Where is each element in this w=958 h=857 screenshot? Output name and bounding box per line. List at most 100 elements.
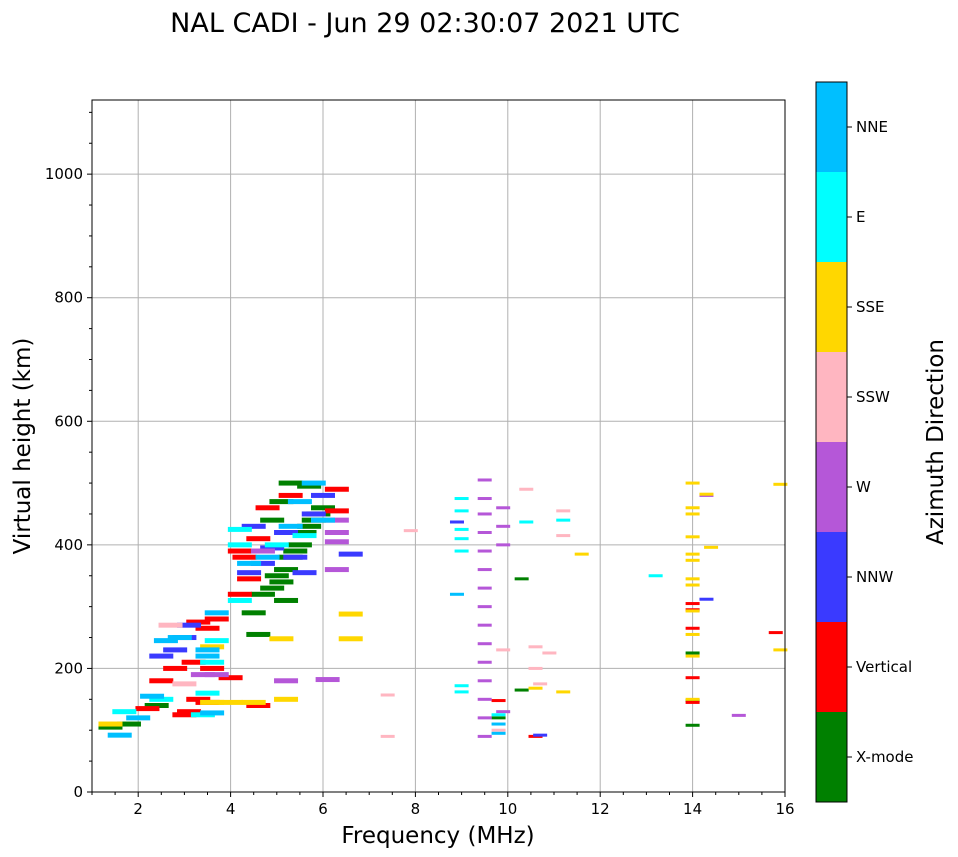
plot-frame [91,99,786,793]
colorbar-label-ssw: SSW [856,388,890,406]
grid-lines [92,100,786,793]
data-point [177,709,202,715]
data-point [301,480,326,486]
data-point [685,632,700,636]
data-point [264,542,289,548]
data-point [768,631,783,635]
data-point [338,551,363,557]
series-x-mode [98,480,700,730]
data-point [491,731,506,735]
data-point [283,548,308,554]
data-point [246,703,271,708]
data-point [227,526,252,532]
data-point [454,690,469,694]
data-marks [98,478,788,738]
data-point [274,597,299,603]
data-point [301,511,326,517]
data-point [186,619,211,625]
data-point [218,699,243,705]
data-point [200,710,225,716]
data-point [491,728,506,732]
data-point [454,549,469,553]
data-point [685,512,700,516]
data-point [477,679,492,683]
data-point [190,672,215,678]
data-point [292,530,317,535]
data-point [278,523,303,529]
data-point [528,645,543,649]
data-point [380,693,395,697]
data-point [477,549,492,553]
data-point [477,568,492,572]
colorbar-label-e: E [856,208,865,226]
data-point [324,567,349,573]
data-point [158,622,183,628]
colorbar-segment [816,352,847,442]
data-point [556,518,571,522]
data-point [241,699,266,705]
data-point [269,636,294,642]
data-point [324,530,349,535]
colorbar-segment [816,262,847,352]
data-point [773,648,788,652]
data-point [200,659,225,665]
data-point [685,723,700,727]
data-point [699,597,714,601]
data-point [477,623,492,627]
data-point [477,716,492,720]
data-point [528,666,543,670]
data-point [685,609,700,613]
data-point [454,497,469,501]
data-point [324,539,349,545]
data-point [477,478,492,482]
data-point [241,523,266,529]
colorbar-segment [816,82,847,172]
data-point [292,533,317,539]
data-point [204,638,229,644]
colorbar-segment [816,712,847,802]
data-point [237,570,262,576]
data-point [311,505,335,511]
colorbar-label-x-mode: X-mode [856,748,913,766]
data-point [477,734,492,738]
data-point [704,545,719,549]
data-point [149,696,174,702]
data-point [177,622,202,628]
data-point [204,672,229,678]
data-point [250,548,275,554]
data-point [163,665,188,671]
data-point [685,558,700,562]
data-point [264,573,289,579]
data-point [153,638,178,644]
data-point [107,732,132,738]
data-point [556,534,571,538]
y-tick-label: 200 [54,659,83,677]
y-tick-label: 0 [73,783,83,801]
data-point [195,647,220,653]
data-point [278,492,303,498]
data-point [311,492,335,498]
data-point [491,713,506,717]
y-axis: 0 200 400 600 800 1000 [45,111,92,801]
data-point [260,545,285,551]
data-point [297,523,322,529]
colorbar-segment [816,172,847,262]
data-point [311,517,335,523]
x-tick-label: 8 [411,800,421,818]
data-point [283,554,308,560]
x-axis: 2 4 6 8 10 12 14 16 [91,792,795,818]
data-point [477,642,492,646]
data-point [126,715,151,721]
data-point [533,733,548,737]
data-point [274,696,299,702]
x-tick-label: 4 [226,800,236,818]
data-point [574,552,589,556]
colorbar-label: Azimuth Direction [923,339,949,545]
data-point [338,636,363,642]
data-point [514,577,529,581]
data-point [274,530,299,535]
data-point [685,654,700,658]
data-point [477,586,492,590]
data-point [186,696,211,702]
data-point [496,543,511,547]
